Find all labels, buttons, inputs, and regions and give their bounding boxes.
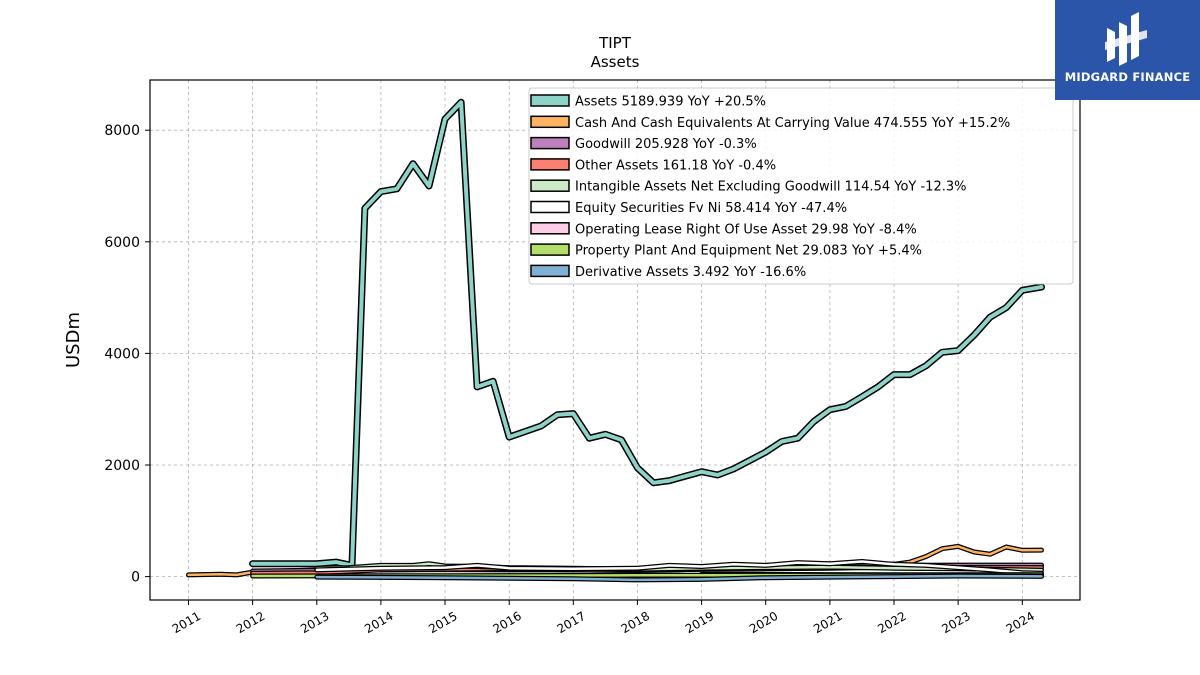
series-0 [249,98,1045,569]
series-8 [314,573,1044,583]
y-tick-label: 4000 [104,346,140,362]
x-tick-label: 2023 [939,609,972,636]
x-tick-label: 2011 [170,609,203,636]
x-tick-label: 2024 [1004,609,1037,636]
x-tick-label: 2014 [362,609,395,636]
x-tick-label: 2019 [683,609,716,636]
chart-subtitle: Assets [591,53,640,71]
legend-label: Derivative Assets 3.492 YoY -16.6% [575,265,806,280]
chart-title: TIPT [598,34,632,52]
x-tick-label: 2017 [555,609,588,636]
legend: Assets 5189.939 YoY +20.5% Cash And Cash … [528,87,1074,285]
series-layer [186,98,1045,583]
series-line [250,100,1044,568]
legend-label: Equity Securities Fv Ni 58.414 YoY -47.4… [575,201,847,216]
y-axis-label: USDm [63,312,84,368]
x-tick-label: 2015 [426,609,459,636]
series-line [315,560,1043,575]
y-tick-label: 0 [131,570,140,586]
x-tick-label: 2022 [875,609,908,636]
legend-label: Operating Lease Right Of Use Asset 29.98… [575,222,917,237]
brand-mark-icon [1105,12,1147,66]
brand-logo: MIDGARD FINANCE [1055,0,1200,100]
legend-label: Cash And Cash Equivalents At Carrying Va… [575,116,1010,131]
legend-swatch [530,264,570,278]
legend-swatch [530,222,570,235]
x-tick-label: 2021 [811,609,844,636]
x-tick-label: 2012 [234,609,267,636]
legend-label: Assets 5189.939 YoY +20.5% [575,95,766,110]
legend-box [528,87,1074,285]
x-tick-label: 2016 [490,609,523,636]
legend-swatch [530,200,570,214]
legend-swatch [530,136,570,150]
legend-swatch [530,115,570,129]
series-5 [314,559,1044,576]
legend-swatch [530,158,570,171]
legend-swatch [530,243,570,256]
brand-name: MIDGARD FINANCE [1064,70,1191,84]
y-tick-label: 8000 [104,123,140,139]
legend-label: Property Plant And Equipment Net 29.083 … [575,244,922,259]
y-tick-label: 2000 [104,458,140,474]
x-tick-label: 2018 [619,609,652,636]
x-tick-label: 2020 [747,609,780,636]
legend-label: Goodwill 205.928 YoY -0.3% [575,137,757,152]
legend-swatch [530,94,570,107]
plot-frame [149,79,1081,601]
series-line [315,574,1043,582]
legend-label: Intangible Assets Net Excluding Goodwill… [575,180,966,195]
legend-label: Other Assets 161.18 YoY -0.4% [575,158,776,173]
x-tick-label: 2013 [298,609,331,636]
y-tick-label: 6000 [104,235,140,251]
legend-swatch [530,179,570,192]
